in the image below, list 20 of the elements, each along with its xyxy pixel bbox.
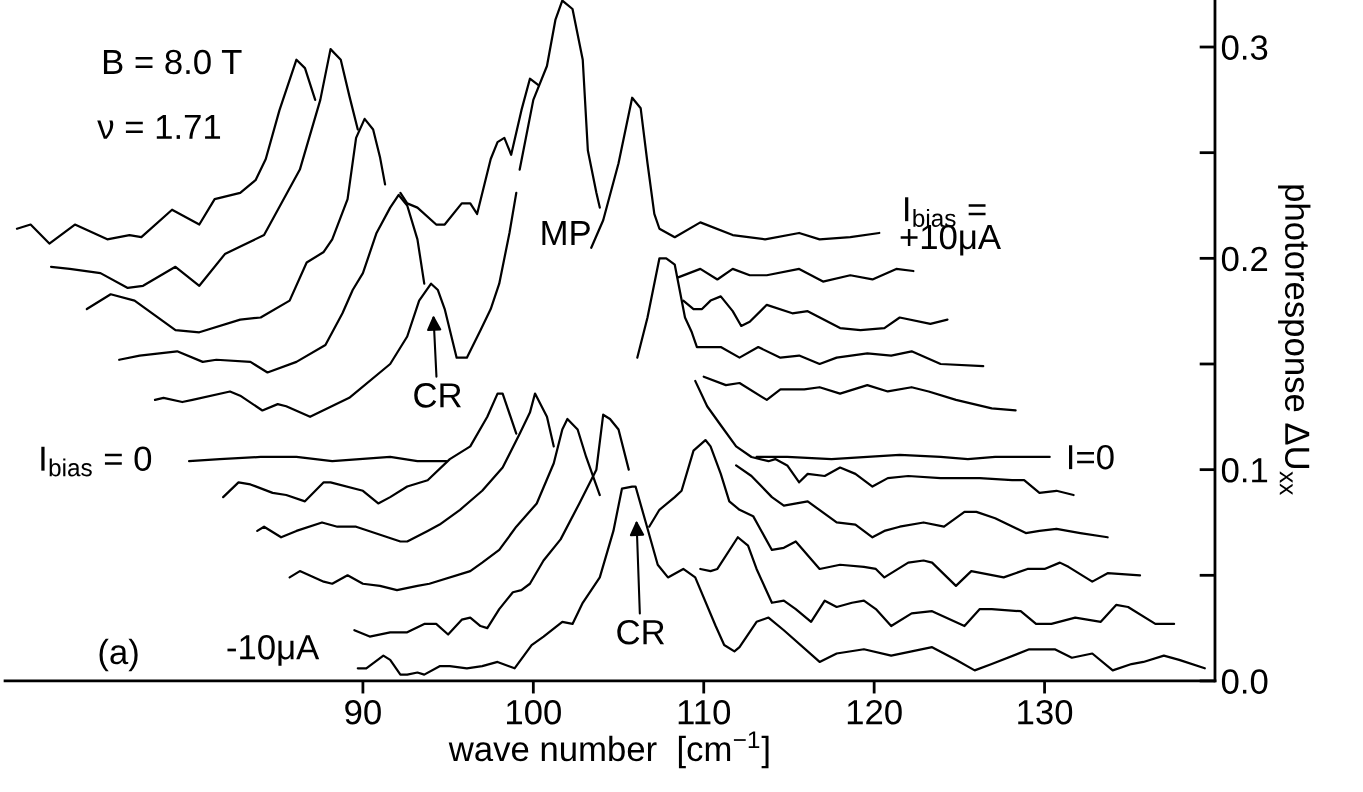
annotation: ν = 1.71	[97, 114, 221, 139]
annotation: -10μA	[227, 634, 320, 666]
y-tick-label: 0.1	[1221, 457, 1268, 483]
x-tick-label: 120	[847, 699, 902, 725]
x-tick-label: 90	[345, 699, 381, 725]
annotation: MP	[542, 221, 590, 245]
annotation: B = 8.0 T	[103, 49, 242, 75]
annotation: CR	[617, 619, 665, 645]
x-tick-label: 100	[507, 699, 561, 725]
y-tick-label: 0.0	[1221, 669, 1268, 694]
y-tick-label: 0.2	[1221, 246, 1268, 272]
annotation: I=0	[1068, 444, 1114, 470]
x-axis-title: wave number [cm$^{−1}$]	[448, 731, 769, 769]
annotation: (a)	[99, 638, 138, 672]
x-tick-label: 130	[1018, 699, 1073, 725]
y-axis-title: photoresponse ΔU$_{xx}$	[1278, 185, 1311, 496]
y-tick-label: 0.3	[1221, 35, 1268, 60]
annotation: CR	[414, 383, 461, 408]
x-tick-label: 110	[678, 699, 731, 725]
annotation: I$_{bias}$ = 0	[41, 446, 152, 477]
